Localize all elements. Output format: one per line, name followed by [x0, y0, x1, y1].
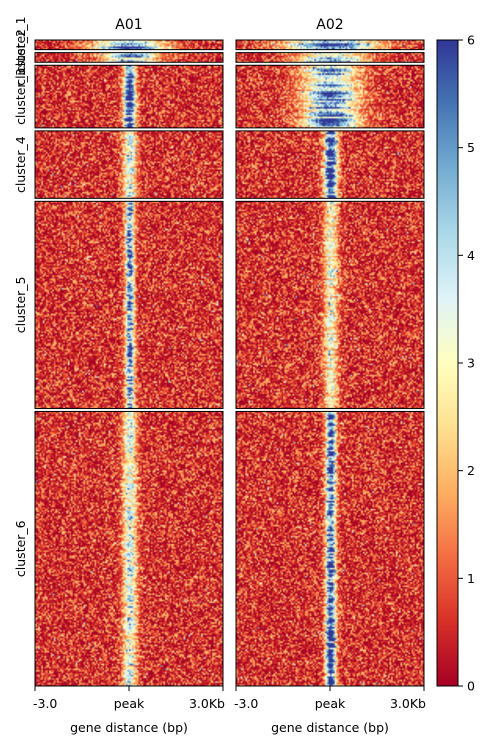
x-tick-label: 3.0Kb [189, 696, 225, 711]
colorbar: 0 1 2 3 4 5 6 [436, 33, 475, 694]
colorbar-tick-label: 4 [467, 248, 475, 263]
cluster-label-cluster_2: cluster_2 [13, 29, 28, 86]
colorbar-tick-label: 2 [467, 463, 475, 478]
cluster-label-cluster_4: cluster_4 [13, 136, 28, 193]
colorbar-tick-label: 6 [467, 33, 475, 48]
heatmap-block-frame [235, 200, 425, 409]
x-tick-label: peak [315, 696, 346, 711]
heatmap-block-frame [235, 39, 425, 51]
x-axis-label: gene distance (bp) [271, 720, 389, 735]
sample-title-A01: A01 [115, 17, 142, 33]
heatmap-block-A02-cluster_4 [236, 130, 424, 199]
x-tick-label: -3.0 [33, 696, 57, 711]
cluster-label-cluster_3: cluster_3 [13, 68, 28, 125]
heatmap-block-frame [235, 52, 425, 63]
x-tick-label: -3.0 [234, 696, 258, 711]
cluster-label-cluster_1: cluster_1 [13, 16, 28, 73]
colorbar-tick-label: 0 [467, 679, 475, 694]
x-axis-label: gene distance (bp) [70, 720, 188, 735]
heatmap-block-A01-cluster_2 [35, 52, 223, 63]
heatmap-block-frame [34, 39, 224, 51]
colorbar-tick-label: 5 [467, 140, 475, 155]
colorbar-tick-label: 1 [467, 571, 475, 586]
heatmap-block-frame [34, 52, 224, 63]
heatmap-block-A01-cluster_5 [35, 201, 223, 409]
heatmap-block-frame [34, 130, 224, 199]
heatmap-block-A02-cluster_2 [236, 52, 424, 63]
x-tick-label: peak [114, 696, 145, 711]
heatmap-block-A02-cluster_1 [236, 40, 424, 50]
heatmap-block-A01-cluster_4 [35, 130, 223, 199]
heatmap-block-frame [34, 200, 224, 409]
heatmap-panels [34, 39, 425, 687]
heatmap-block-A02-cluster_3 [236, 65, 424, 128]
heatmap-block-A02-cluster_5 [236, 201, 424, 409]
cluster-label-cluster_6: cluster_6 [13, 520, 28, 577]
cluster-label-cluster_5: cluster_5 [13, 277, 28, 334]
heatmap-block-frame [235, 64, 425, 129]
colorbar-gradient [436, 39, 459, 687]
sample-title-A02: A02 [316, 17, 343, 33]
heatmap-block-frame [34, 64, 224, 129]
heatmap-block-A01-cluster_6 [35, 411, 223, 686]
heatmap-block-A02-cluster_6 [236, 411, 424, 686]
heatmap-block-frame [235, 130, 425, 199]
heatmap-block-A01-cluster_3 [35, 65, 223, 128]
colorbar-tick-label: 3 [467, 356, 475, 371]
heatmap-block-A01-cluster_1 [35, 40, 223, 50]
x-tick-label: 3.0Kb [390, 696, 426, 711]
